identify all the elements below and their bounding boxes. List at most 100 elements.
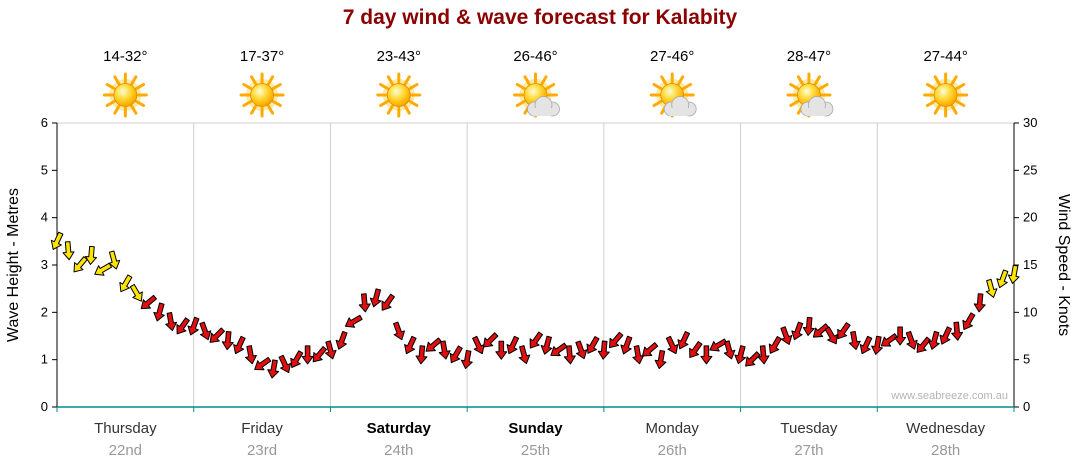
wind-arrow — [176, 317, 190, 335]
sun-ray — [955, 100, 966, 107]
wind-arrow — [812, 323, 830, 338]
sun-ray — [403, 75, 411, 86]
wind-arrow — [824, 326, 838, 345]
right-tick-label: 15 — [1023, 257, 1037, 272]
wind-arrow — [233, 335, 246, 355]
wind-arrow — [700, 345, 713, 365]
sun-disc — [386, 83, 411, 107]
day-name: Wednesday — [906, 420, 985, 437]
wind-arrow — [483, 332, 499, 348]
sun-ray — [652, 83, 663, 90]
day-date: 28th — [931, 442, 960, 459]
wind-arrow — [757, 345, 770, 365]
wind-arrow — [1007, 264, 1020, 284]
wind-arrow — [344, 314, 363, 328]
wind-arrow — [654, 349, 667, 370]
wind-arrow — [928, 330, 940, 350]
right-tick-label: 0 — [1023, 399, 1030, 414]
wind-arrow — [894, 326, 907, 346]
right-tick-label: 20 — [1023, 210, 1037, 225]
wind-arrow — [425, 337, 442, 352]
day-temperature: 28-47° — [787, 48, 831, 65]
sun-ray — [130, 104, 138, 115]
wind-arrow — [689, 341, 703, 359]
sun-icon — [239, 72, 285, 118]
wind-arrow — [575, 340, 588, 360]
wind-arrow — [939, 326, 952, 345]
right-tick-label: 5 — [1023, 352, 1030, 367]
sun-cloud-icon — [513, 72, 560, 118]
wind-arrow — [369, 288, 382, 308]
sun-ray — [950, 104, 958, 115]
wind-arrow — [495, 340, 508, 360]
wind-arrow — [550, 342, 568, 357]
sun-ray — [523, 75, 531, 86]
right-tick-label: 30 — [1023, 115, 1037, 130]
wind-arrow — [563, 345, 576, 365]
sun-ray — [271, 100, 282, 107]
sun-ray — [267, 75, 275, 86]
cloud-base — [530, 108, 555, 116]
wind-arrow — [665, 335, 679, 355]
day-date: 22nd — [109, 442, 142, 459]
sun-ray — [379, 83, 390, 90]
wind-arrow — [50, 231, 64, 250]
sun-ray — [515, 83, 526, 90]
day-name: Saturday — [367, 420, 432, 437]
left-tick-label: 5 — [41, 162, 48, 177]
left-tick-label: 6 — [41, 115, 48, 130]
sun-ray — [408, 100, 419, 107]
right-tick-label: 10 — [1023, 304, 1037, 319]
wind-arrow — [85, 245, 98, 265]
wind-arrow — [335, 330, 348, 350]
wind-arrow — [768, 336, 782, 354]
wind-arrow — [880, 333, 898, 347]
sun-ray — [789, 83, 800, 90]
wind-arrow — [221, 331, 234, 351]
wind-arrow — [381, 293, 395, 311]
wind-arrow — [540, 335, 553, 355]
wind-arrow — [278, 354, 292, 374]
sun-ray — [403, 104, 411, 115]
day-temperature: 27-44° — [923, 48, 967, 65]
sun-ray — [130, 75, 138, 86]
sun-ray — [408, 83, 419, 90]
sun-ray — [925, 100, 936, 107]
left-tick-label: 3 — [41, 257, 48, 272]
wind-arrow — [404, 335, 417, 355]
wind-arrow — [165, 312, 178, 332]
sun-icon — [102, 72, 148, 118]
wind-arrow — [973, 293, 986, 313]
sun-disc — [933, 83, 958, 107]
sun-ray — [652, 100, 663, 107]
day-name: Thursday — [94, 420, 157, 437]
day-name: Monday — [646, 420, 700, 437]
wind-arrow — [620, 335, 633, 355]
day-temperature: 14-32° — [103, 48, 147, 65]
sun-ray — [113, 75, 121, 86]
cloud-base — [803, 108, 828, 116]
wind-arrow — [802, 316, 815, 336]
sun-icon — [923, 72, 969, 118]
sun-ray — [135, 83, 146, 90]
day-date: 23rd — [247, 442, 277, 459]
wind-arrow — [871, 335, 883, 355]
wind-arrow — [597, 340, 610, 360]
day-name: Tuesday — [780, 420, 837, 437]
sun-cloud-icon — [786, 72, 834, 118]
sun-ray — [933, 75, 941, 86]
sun-ray — [386, 104, 394, 115]
wind-arrow — [745, 351, 761, 367]
wind-arrow — [996, 269, 1009, 289]
sun-ray — [955, 83, 966, 90]
sun-ray — [796, 75, 804, 86]
wind-arrow — [187, 316, 200, 336]
wind-arrow — [734, 345, 747, 365]
wind-arrow — [837, 322, 851, 340]
wind-arrow — [642, 342, 659, 357]
sun-ray — [113, 104, 121, 115]
wind-arrow — [723, 340, 736, 360]
sun-ray — [925, 83, 936, 90]
wind-arrow — [153, 302, 165, 322]
